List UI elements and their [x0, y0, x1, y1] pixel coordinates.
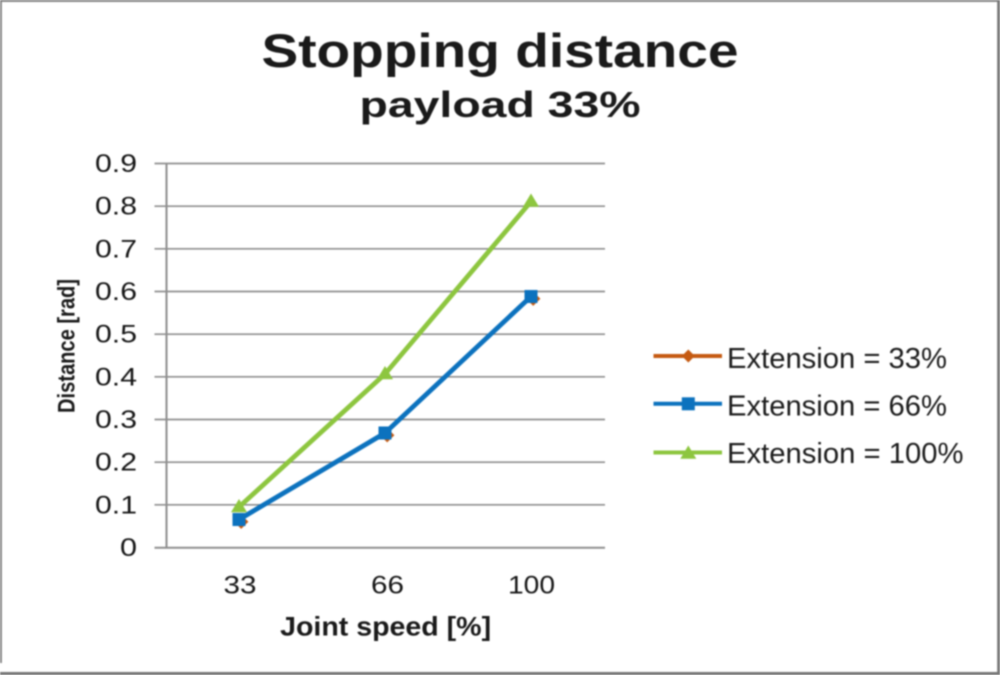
svg-text:66: 66 — [371, 571, 404, 599]
svg-text:payload 33%: payload 33% — [360, 84, 641, 125]
svg-text:0.3: 0.3 — [95, 406, 137, 434]
svg-text:0.8: 0.8 — [95, 193, 137, 221]
svg-text:0: 0 — [120, 534, 137, 562]
svg-text:Joint speed [%]: Joint speed [%] — [280, 612, 491, 642]
svg-text:0.2: 0.2 — [95, 449, 137, 477]
svg-text:Extension = 100%: Extension = 100% — [727, 438, 964, 470]
svg-text:33: 33 — [224, 571, 257, 599]
svg-text:0.4: 0.4 — [95, 363, 137, 391]
svg-text:Extension = 66%: Extension = 66% — [727, 390, 947, 422]
svg-text:100: 100 — [508, 571, 555, 599]
svg-text:0.6: 0.6 — [95, 278, 137, 306]
svg-text:Distance [rad]: Distance [rad] — [54, 279, 81, 413]
svg-text:0.7: 0.7 — [95, 235, 137, 263]
svg-text:Extension = 33%: Extension = 33% — [727, 343, 947, 375]
svg-text:Stopping distance: Stopping distance — [262, 24, 739, 77]
svg-text:0.5: 0.5 — [95, 321, 137, 349]
svg-text:0.9: 0.9 — [95, 150, 137, 178]
svg-text:0.1: 0.1 — [95, 491, 137, 519]
